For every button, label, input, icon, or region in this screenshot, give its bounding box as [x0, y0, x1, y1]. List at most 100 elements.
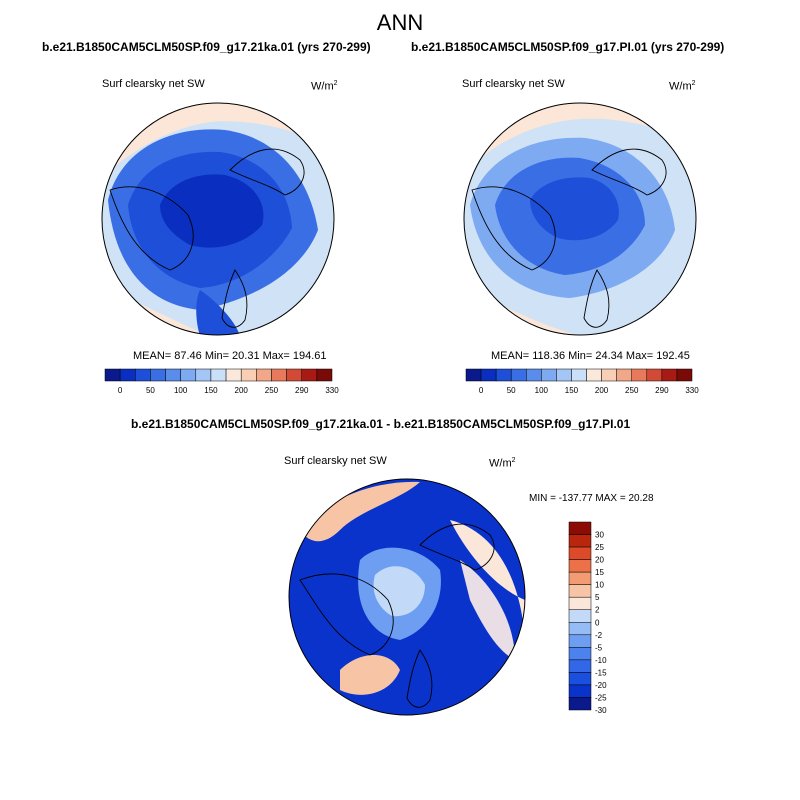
colorbar3-label: 2 — [595, 606, 600, 615]
map1-core-region — [160, 174, 264, 248]
map2 — [463, 102, 697, 336]
colorbar1: 0 50 100 150 200 250 290 330 — [104, 368, 339, 395]
colorbar1-label: 290 — [295, 386, 309, 395]
colorbar1-swatch — [180, 368, 197, 382]
map3-coastline-a — [299, 573, 394, 656]
map3-border — [288, 478, 526, 716]
colorbar1-label: 250 — [265, 386, 279, 395]
map3-coastline-c — [406, 649, 433, 708]
colorbar1-swatch — [316, 368, 333, 382]
colorbar3-swatch — [568, 584, 592, 598]
colorbar1-swatch — [195, 368, 212, 382]
panel3-title: b.e21.B1850CAM5CLM50SP.f09_g17.21ka.01 -… — [131, 417, 631, 431]
map1-border — [101, 102, 335, 336]
panel2-title: b.e21.B1850CAM5CLM50SP.f09_g17.PI.01 (yr… — [411, 40, 725, 54]
colorbar2-label: 290 — [655, 386, 669, 395]
colorbar2-label: 200 — [595, 386, 609, 395]
colorbar1-swatch — [119, 368, 136, 382]
colorbar2-swatch — [616, 368, 632, 382]
panel2-stats: MEAN= 118.36 Min= 24.34 Max= 192.45 — [491, 350, 690, 362]
colorbar3-swatch — [568, 559, 592, 573]
map2-coastline-a — [471, 186, 556, 271]
map1-coastline-c — [221, 269, 248, 328]
colorbar1-swatch — [271, 368, 287, 382]
colorbar2-swatch — [526, 368, 542, 382]
colorbar2-label: 250 — [625, 386, 639, 395]
map3-coastline-b — [419, 523, 495, 571]
map3-warm-region-south — [340, 655, 400, 695]
colorbar3-swatch — [568, 521, 592, 535]
map3-warm-region-east — [450, 520, 525, 640]
colorbar3-swatch — [568, 546, 592, 560]
colorbar2-label: 50 — [507, 386, 516, 395]
map1-coastline-a — [109, 186, 194, 271]
colorbar3-label: 30 — [595, 531, 604, 540]
colorbar3-label: -10 — [595, 656, 607, 665]
colorbar1-swatch — [210, 368, 227, 382]
map1-scandinavia-region — [196, 290, 240, 335]
panel3-stats: MIN = -137.77 MAX = 20.28 — [529, 493, 654, 504]
map2-border — [463, 102, 697, 336]
map1 — [101, 102, 335, 336]
colorbar1-label: 200 — [235, 386, 249, 395]
colorbar1-label: 100 — [174, 386, 188, 395]
colorbar3-label: 15 — [595, 568, 604, 577]
colorbar3-label: -25 — [595, 693, 607, 702]
colorbar2-swatch — [541, 368, 557, 382]
colorbar3-swatch — [568, 634, 592, 648]
colorbar2-swatch — [571, 368, 587, 382]
colorbar3-label: 20 — [595, 556, 604, 565]
colorbar2-swatch — [465, 368, 482, 382]
map1-coastline-b — [229, 148, 305, 196]
colorbar1-label: 330 — [325, 386, 339, 395]
map1-warm-region — [102, 103, 334, 180]
map2-core-region — [530, 177, 619, 241]
colorbar3-label: -15 — [595, 668, 607, 677]
colorbar2-swatch — [556, 368, 572, 382]
colorbar2-swatch — [480, 368, 497, 382]
colorbar2-swatch — [495, 368, 512, 382]
colorbar1-swatch — [301, 368, 318, 382]
map3-central-light — [373, 566, 425, 617]
colorbar1-swatch — [225, 368, 242, 382]
colorbar3-swatch — [568, 596, 592, 610]
panel1-stats: MEAN= 87.46 Min= 20.31 Max= 194.61 — [133, 350, 327, 362]
colorbar3-swatch — [568, 534, 592, 548]
colorbar1-label: 0 — [118, 386, 123, 395]
colorbar3-swatch — [568, 697, 592, 711]
colorbar2-swatch — [661, 368, 678, 382]
colorbar2-swatch — [586, 368, 602, 382]
colorbar1-swatch — [286, 368, 302, 382]
colorbar3-swatch — [568, 672, 592, 686]
map3-warm-region-north — [300, 481, 420, 542]
colorbar3-label: 25 — [595, 543, 604, 552]
colorbar3-swatch — [568, 609, 592, 623]
colorbar3-label: 0 — [595, 618, 600, 627]
panel2-units: W/m2 — [669, 80, 696, 93]
panel3-units: W/m2 — [489, 457, 516, 470]
colorbar1-label: 150 — [204, 386, 218, 395]
panel1-title: b.e21.B1850CAM5CLM50SP.f09_g17.21ka.01 (… — [42, 40, 371, 54]
colorbar2-label: 150 — [565, 386, 579, 395]
colorbar1-swatch — [165, 368, 181, 382]
colorbar2-swatch — [631, 368, 648, 382]
colorbar3-swatch — [568, 659, 592, 673]
map3-neutral-east — [460, 560, 515, 660]
colorbar1-swatch — [256, 368, 272, 382]
colorbar1-swatch — [150, 368, 166, 382]
colorbar1-label: 50 — [146, 386, 155, 395]
colorbar2-swatch — [601, 368, 617, 382]
colorbar2-label: 330 — [685, 386, 699, 395]
colorbar3-label: -20 — [595, 681, 607, 690]
map2-coastline-b — [591, 148, 667, 196]
panel1-units: W/m2 — [311, 80, 338, 93]
panel2-variable: Surf clearsky net SW — [462, 78, 565, 90]
colorbar3-swatch — [568, 571, 592, 585]
colorbar3-label: 10 — [595, 581, 604, 590]
panel3-variable: Surf clearsky net SW — [284, 455, 387, 467]
colorbar2: 0 50 100 150 200 250 290 330 — [465, 368, 699, 395]
colorbar3-label: -30 — [595, 706, 607, 715]
colorbar3-label: -2 — [595, 631, 603, 640]
